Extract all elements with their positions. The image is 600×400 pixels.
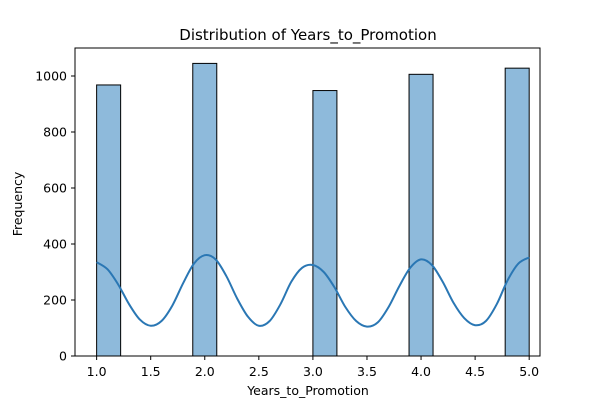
x-tick-label: 3.0 — [303, 364, 323, 379]
x-tick-label: 1.5 — [141, 364, 161, 379]
x-tick-label: 3.5 — [357, 364, 377, 379]
y-tick-label: 0 — [59, 349, 67, 364]
bars-group — [96, 62, 530, 357]
x-tick-label: 2.0 — [195, 364, 215, 379]
y-axis: 0 200 400 600 800 1000 — [35, 69, 75, 364]
histogram-bar-5 — [504, 67, 530, 357]
chart-title: Distribution of Years_to_Promotion — [179, 26, 436, 45]
kde-line — [96, 254, 530, 328]
y-tick-label: 800 — [43, 125, 67, 140]
x-tick-label: 1.0 — [87, 364, 107, 379]
y-tick-label: 400 — [43, 237, 67, 252]
x-tick-label: 4.0 — [411, 364, 431, 379]
y-tick-label: 200 — [43, 293, 67, 308]
x-tick-label: 5.0 — [519, 364, 539, 379]
histogram-bar-2 — [192, 62, 218, 357]
x-axis: 1.0 1.5 2.0 2.5 3.0 3.5 4.0 4.5 5.0 — [87, 356, 539, 379]
x-tick-label: 4.5 — [465, 364, 485, 379]
plot-frame — [74, 47, 541, 357]
y-axis-label: Frequency — [10, 171, 25, 236]
x-tick-label: 2.5 — [249, 364, 269, 379]
histogram-bar-4 — [408, 73, 434, 357]
histogram-bar-1 — [96, 84, 122, 357]
histogram-bar-3 — [312, 90, 338, 357]
y-tick-label: 600 — [43, 181, 67, 196]
x-axis-label: Years_to_Promotion — [246, 383, 369, 398]
y-tick-label: 1000 — [35, 69, 67, 84]
